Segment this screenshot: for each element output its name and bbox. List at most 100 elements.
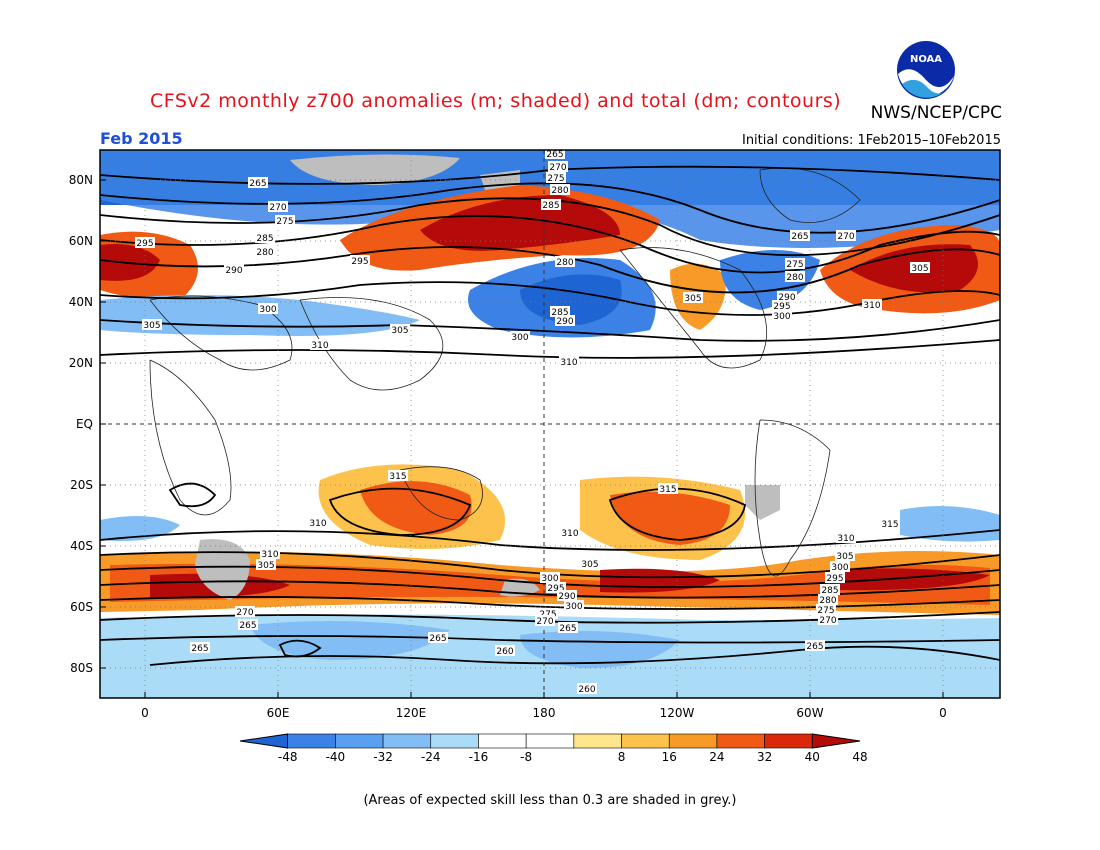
skill-footnote: (Areas of expected skill less than 0.3 a… <box>363 793 737 808</box>
colorbar-segment <box>764 733 813 749</box>
colorbar-arrow-right <box>811 733 861 749</box>
contour-label: 305 <box>835 550 855 562</box>
colorbar-segment <box>478 733 527 749</box>
contour-label: 295 <box>135 237 155 249</box>
colorbar-tick-label: -40 <box>326 750 346 764</box>
svg-text:280: 280 <box>256 248 273 258</box>
contour-label: 315 <box>880 518 900 530</box>
svg-text:290: 290 <box>778 293 795 303</box>
colorbar: -48 -40 -32 -24 -16 -8 8 16 24 32 40 48 <box>239 733 868 764</box>
contour-label: 265 <box>238 619 258 631</box>
contour-label: 300 <box>830 561 850 573</box>
contour-label: 275 <box>816 604 836 616</box>
contour-label: 285 <box>255 232 275 244</box>
noaa-logo-text: NOAA <box>910 54 942 65</box>
svg-text:265: 265 <box>559 624 576 634</box>
svg-text:275: 275 <box>547 174 564 184</box>
svg-text:310: 310 <box>561 529 578 539</box>
svg-text:305: 305 <box>581 560 598 570</box>
contour-label: 265 <box>545 150 565 160</box>
contour-label: 310 <box>260 548 280 560</box>
svg-text:290: 290 <box>556 317 573 327</box>
contour-label: 270 <box>235 606 255 618</box>
lon-tick-label: 120E <box>396 706 427 720</box>
svg-text:310: 310 <box>261 550 278 560</box>
contour-label: 295 <box>546 582 566 594</box>
contour-label: 265 <box>558 622 578 634</box>
contour-label: 270 <box>548 161 568 173</box>
colorbar-segment <box>716 733 765 749</box>
svg-text:270: 270 <box>819 616 836 626</box>
colorbar-segment <box>621 733 670 749</box>
contour-label: 300 <box>564 600 584 612</box>
svg-text:300: 300 <box>259 305 276 315</box>
colorbar-segment <box>430 733 479 749</box>
svg-text:315: 315 <box>659 485 676 495</box>
svg-text:270: 270 <box>269 203 286 213</box>
colorbar-segment <box>382 733 432 749</box>
svg-text:305: 305 <box>836 552 853 562</box>
svg-text:260: 260 <box>578 685 595 695</box>
lat-tick-label: 40S <box>70 539 93 553</box>
colorbar-tick-label: 48 <box>852 750 867 764</box>
lat-tick-label: 60S <box>70 600 93 614</box>
lat-tick-label: 80N <box>69 173 93 187</box>
month-label: Feb 2015 <box>100 129 183 148</box>
colorbar-tick-label: -32 <box>373 750 393 764</box>
lon-tick-label: 180 <box>533 706 556 720</box>
svg-text:290: 290 <box>225 266 242 276</box>
svg-text:305: 305 <box>143 321 160 331</box>
lat-tick-label: 20S <box>70 478 93 492</box>
contour-label: 305 <box>683 292 703 304</box>
svg-text:305: 305 <box>684 294 701 304</box>
contour-label: 265 <box>248 177 268 189</box>
colorbar-segment <box>525 733 575 749</box>
contour-label: 265 <box>190 642 210 654</box>
svg-text:305: 305 <box>391 326 408 336</box>
contour-labels: 2652702752852802652702752802852952902953… <box>135 150 930 695</box>
svg-text:305: 305 <box>911 264 928 274</box>
svg-text:280: 280 <box>551 186 568 196</box>
contour-label: 305 <box>580 558 600 570</box>
contour-label: 310 <box>862 299 882 311</box>
svg-text:265: 265 <box>791 232 808 242</box>
contour-label: 300 <box>510 331 530 343</box>
colorbar-tick-label: -48 <box>278 750 298 764</box>
contour-label: 275 <box>546 172 566 184</box>
lon-tick-label: 60E <box>267 706 290 720</box>
lon-tick-label: 60W <box>796 706 823 720</box>
contour-label: 270 <box>836 230 856 242</box>
svg-text:275: 275 <box>786 260 803 270</box>
svg-text:300: 300 <box>565 602 582 612</box>
latitude-axis: 80N 60N 40N 20N EQ 20S 40S 60S 80S <box>69 173 106 675</box>
contour-label: 285 <box>550 306 570 318</box>
svg-text:270: 270 <box>549 163 566 173</box>
contour-label: 315 <box>658 483 678 495</box>
contour-label: 280 <box>785 271 805 283</box>
contour-label: 270 <box>535 615 555 627</box>
svg-text:270: 270 <box>837 232 854 242</box>
svg-text:270: 270 <box>236 608 253 618</box>
contour-label: 280 <box>255 246 275 258</box>
svg-text:280: 280 <box>819 596 836 606</box>
colorbar-arrow-left <box>239 733 289 749</box>
graticule <box>100 150 1000 698</box>
colorbar-segment <box>287 733 336 749</box>
skill-mask <box>290 154 460 185</box>
contour-label: 300 <box>540 572 560 584</box>
svg-text:315: 315 <box>389 472 406 482</box>
contour-label: 285 <box>541 199 561 211</box>
svg-text:280: 280 <box>556 258 573 268</box>
contour-label: 280 <box>550 184 570 196</box>
contour-label: 280 <box>555 256 575 268</box>
contour-label: 275 <box>275 215 295 227</box>
contour-label: 310 <box>310 339 330 351</box>
contour-label: 260 <box>577 683 597 695</box>
contour-label: 290 <box>777 291 797 303</box>
contour-label: 270 <box>268 201 288 213</box>
lat-tick-label: 20N <box>69 356 93 370</box>
contour-label: 300 <box>258 303 278 315</box>
contour-label: 305 <box>256 559 276 571</box>
contour-label: 265 <box>790 230 810 242</box>
svg-text:285: 285 <box>542 201 559 211</box>
